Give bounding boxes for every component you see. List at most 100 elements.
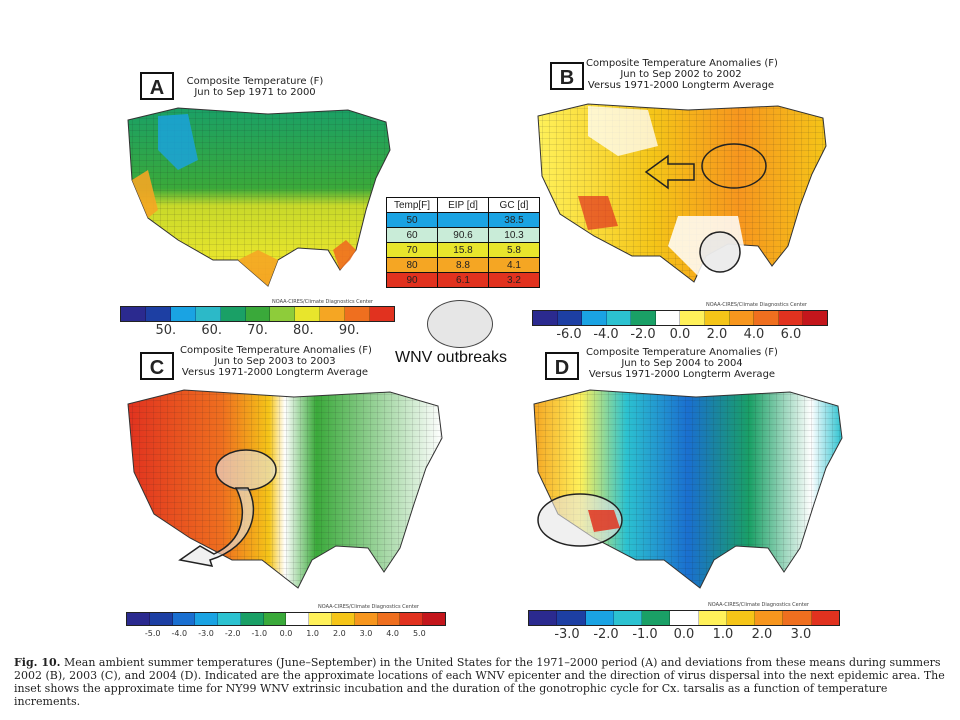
inset-cell-eip: 6.1 [437, 272, 489, 288]
panel-b-colorbar-swatch [533, 311, 558, 325]
panel-b-colorbar-swatch [754, 311, 779, 325]
panel-a-colorbar-tick: 70. [247, 323, 268, 338]
panel-c-colorbar-swatch [263, 613, 287, 625]
panel-b-title: Composite Temperature Anomalies (F) Jun … [586, 58, 778, 91]
panel-b-colorbar-tick: 6.0 [780, 327, 802, 342]
panel-a-colorbar-swatch [295, 307, 321, 321]
panel-d-colorbar-swatch [585, 611, 614, 625]
panel-d-colorbar-tick: 0.0 [673, 627, 695, 642]
panel-b-title-line-2: Jun to Sep 2002 to 2002 [620, 69, 742, 80]
inset-cell-eip: 8.8 [437, 257, 489, 273]
panel-b-colorbar-swatch [803, 311, 827, 325]
panel-b-outbreak-north [701, 143, 767, 189]
panel-d-title: Composite Temperature Anomalies (F) Jun … [582, 347, 782, 380]
panel-d-colorbar-ticks: -3.0 -2.0 -1.0 0.0 1.0 2.0 3.0 [528, 627, 840, 643]
panel-c-colorbar-swatch [423, 613, 445, 625]
panel-d-map [533, 389, 843, 589]
inset-cell-gc: 38.5 [488, 212, 540, 228]
panel-d-colorbar-tick: -2.0 [593, 627, 619, 642]
panel-a-colorbar-swatch [145, 307, 171, 321]
panel-b-colorbar-tick: 4.0 [743, 327, 765, 342]
panel-b-colorbar-ticks: -6.0 -4.0 -2.0 0.0 2.0 4.0 6.0 [532, 327, 828, 343]
panel-b-colorbar-swatch [705, 311, 730, 325]
panel-b-colorbar-swatch [729, 311, 755, 325]
panel-a-title-line-1: Composite Temperature (F) [186, 76, 324, 87]
inset-header-eip: EIP [d] [437, 197, 489, 213]
panel-a-title: Composite Temperature (F) Jun to Sep 197… [180, 76, 330, 98]
inset-table-row: 80 8.8 4.1 [386, 257, 540, 273]
panel-b-colorbar [532, 310, 828, 326]
inset-table-row: 70 15.8 5.8 [386, 242, 540, 258]
inset-cell-gc: 5.8 [488, 242, 540, 258]
inset-table-row: 90 6.1 3.2 [386, 272, 540, 288]
panel-d-title-line-3: Versus 1971-2000 Longterm Average [588, 369, 776, 380]
panel-d-colorbar-swatch [642, 611, 671, 625]
panel-c-colorbar-swatch [127, 613, 150, 625]
panel-c-colorbar-swatch [240, 613, 264, 625]
panel-b-colorbar-tick: -4.0 [593, 327, 619, 342]
panel-d-colorbar-swatch [698, 611, 727, 625]
panel-c-colorbar-tick: 2.0 [332, 629, 346, 638]
panel-a-colorbar-tick: 90. [338, 323, 360, 338]
panel-c-colorbar-tick: -2.0 [224, 629, 241, 638]
inset-table-row: 60 90.6 10.3 [386, 227, 540, 243]
inset-table: Temp[F] EIP [d] GC [d] 50 38.5 60 90.6 10.3 7… [386, 197, 540, 288]
panel-c-title-line-2: Jun to Sep 2003 to 2003 [214, 356, 336, 367]
inset-cell-eip: 15.8 [437, 242, 489, 258]
panel-d-title-line-2: Jun to Sep 2004 to 2004 [621, 358, 743, 369]
panel-b-credit: NOAA-CIRES/Climate Diagnostics Center [706, 302, 807, 308]
panel-a-colorbar-swatch [320, 307, 346, 321]
panel-a-colorbar-swatch [245, 307, 271, 321]
panel-c-colorbar-tick: 5.0 [412, 629, 426, 638]
panel-b-dispersal-arrow [644, 154, 695, 190]
panel-c-map [127, 389, 443, 589]
panel-c-colorbar-tick: -4.0 [171, 629, 188, 638]
panel-a-title-line-2: Jun to Sep 1971 to 2000 [194, 87, 316, 98]
panel-b-colorbar-tick: 0.0 [669, 327, 691, 342]
panel-c-colorbar-swatch [400, 613, 424, 625]
panel-d-credit: NOAA-CIRES/Climate Diagnostics Center [708, 602, 809, 608]
panel-c-colorbar-swatch [149, 613, 173, 625]
panel-a-colorbar-swatch [345, 307, 371, 321]
panel-c-colorbar-swatch [377, 613, 401, 625]
panel-b-map [537, 103, 827, 283]
panel-b-outbreak-south [699, 231, 741, 273]
panel-d-colorbar-swatch [557, 611, 586, 625]
panel-c-colorbar-swatch [172, 613, 196, 625]
panel-d-colorbar-tick: 1.0 [712, 627, 734, 642]
wnv-outbreak-legend-swatch [427, 300, 493, 348]
panel-c-outbreak-ellipse [215, 449, 277, 491]
panel-a-colorbar-swatch [370, 307, 394, 321]
panel-b-colorbar-swatch [631, 311, 656, 325]
panel-b-colorbar-swatch [655, 311, 681, 325]
inset-cell-gc: 3.2 [488, 272, 540, 288]
inset-cell-temp: 90 [386, 272, 438, 288]
panel-c-colorbar-tick: 3.0 [359, 629, 373, 638]
panel-d-colorbar-swatch [811, 611, 839, 625]
panel-a-colorbar-swatch [170, 307, 196, 321]
panel-a-colorbar-swatch [270, 307, 296, 321]
panel-d-colorbar-tick: 3.0 [790, 627, 812, 642]
panel-b-colorbar-tick: 2.0 [706, 327, 728, 342]
panel-d-colorbar-swatch [726, 611, 756, 625]
panel-b-colorbar-swatch [778, 311, 804, 325]
panel-c-colorbar [126, 612, 446, 626]
panel-b-title-line-3: Versus 1971-2000 Longterm Average [587, 80, 775, 91]
inset-cell-eip [437, 212, 489, 228]
panel-a-colorbar-swatch [195, 307, 221, 321]
panel-c-colorbar-swatch [309, 613, 333, 625]
wnv-outbreak-legend-label: WNV outbreaks [395, 349, 508, 366]
panel-a-colorbar-swatch [220, 307, 246, 321]
panel-c-colorbar-tick: -3.0 [198, 629, 214, 638]
panel-a-colorbar [120, 306, 395, 322]
inset-cell-gc: 4.1 [488, 257, 540, 273]
panel-a-credit: NOAA-CIRES/Climate Diagnostics Center [272, 299, 373, 305]
panel-c-title-line-3: Versus 1971-2000 Longterm Average [181, 367, 369, 378]
panel-c-colorbar-ticks: -5.0 -4.0 -3.0 -2.0 -1.0 0.0 1.0 2.0 3.0 4.0 5.0 [126, 629, 446, 641]
panel-c-colorbar-tick: 1.0 [306, 629, 320, 638]
panel-b-colorbar-swatch [606, 311, 632, 325]
inset-cell-gc: 10.3 [488, 227, 540, 243]
panel-d-colorbar-tick: -1.0 [632, 627, 658, 642]
panel-d-outbreak-ellipse [537, 493, 623, 547]
figure-caption-text: Mean ambient summer temperatures (June–S… [14, 656, 945, 708]
